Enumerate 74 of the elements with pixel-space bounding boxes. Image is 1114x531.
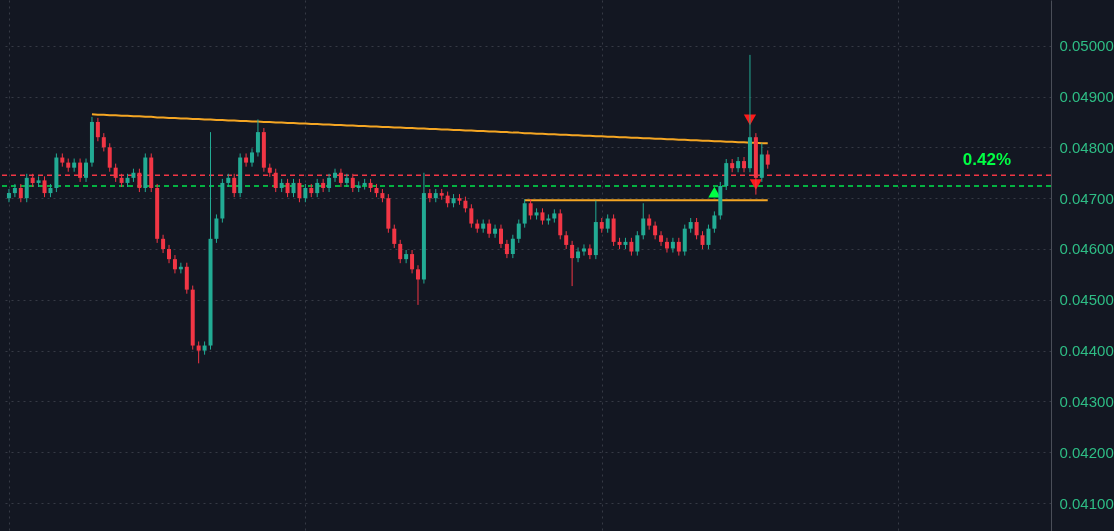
y-tick-label: 0.04300 xyxy=(1059,392,1114,410)
y-tick-label: 0.04100 xyxy=(1059,494,1114,512)
candlestick xyxy=(95,117,100,142)
candlestick xyxy=(611,213,616,247)
candlestick xyxy=(161,234,166,254)
candlestick xyxy=(635,230,640,257)
candlestick xyxy=(765,149,770,170)
candlestick xyxy=(291,178,296,198)
candlestick xyxy=(694,217,699,240)
candlestick xyxy=(516,219,521,244)
candlestick xyxy=(670,237,675,254)
candlestick xyxy=(706,224,711,250)
candlestick xyxy=(493,224,498,239)
candlestick xyxy=(255,118,260,158)
candlestick xyxy=(392,224,397,249)
candlestick xyxy=(297,178,302,203)
candlestick xyxy=(84,158,89,183)
candlestick xyxy=(724,158,729,191)
candlestick xyxy=(398,239,403,264)
candlestick xyxy=(742,156,747,173)
candlestick xyxy=(101,132,106,152)
candlestick xyxy=(570,240,575,287)
candlestick xyxy=(167,244,172,264)
candlestick xyxy=(641,202,646,240)
candlestick xyxy=(504,239,509,259)
candlestick xyxy=(415,264,420,306)
candlestick xyxy=(510,234,515,259)
candlestick xyxy=(404,249,409,264)
candlestick xyxy=(759,142,764,183)
candlestick xyxy=(659,230,664,247)
candlestick xyxy=(6,188,11,203)
candlestick xyxy=(487,219,492,239)
y-tick-label: 0.04500 xyxy=(1059,291,1114,309)
candlestick xyxy=(172,254,177,274)
candlestick xyxy=(321,178,326,193)
y-tick-label: 0.04600 xyxy=(1059,240,1114,258)
y-tick-label: 0.04900 xyxy=(1059,88,1114,106)
candlestick xyxy=(285,178,290,198)
candlestick xyxy=(498,224,503,249)
candlestick xyxy=(528,198,533,221)
candlestick xyxy=(712,210,717,234)
candlestick xyxy=(24,173,29,203)
y-tick-label: 0.04700 xyxy=(1059,189,1114,207)
candlestick xyxy=(303,183,308,203)
candlestick xyxy=(250,147,255,168)
candlestick xyxy=(333,168,337,183)
y-tick-label: 0.04800 xyxy=(1059,138,1114,156)
candlestick xyxy=(18,183,23,203)
candlestick xyxy=(682,224,687,257)
candlestick xyxy=(558,208,563,240)
y-tick-label: 0.04200 xyxy=(1059,443,1114,461)
text: 0.42% xyxy=(962,150,1011,170)
candlestick xyxy=(42,175,47,198)
y-tick-label: 0.05000 xyxy=(1059,37,1114,55)
candlestick xyxy=(410,249,415,274)
candlestick xyxy=(664,237,669,254)
candlestick xyxy=(107,142,112,173)
candlestick xyxy=(522,198,527,229)
candlestick xyxy=(605,213,610,234)
candlestick xyxy=(576,246,581,263)
candlestick xyxy=(736,156,741,173)
candlestick xyxy=(581,243,586,257)
candlestick xyxy=(344,173,349,188)
candlestick xyxy=(214,213,219,244)
candlestick xyxy=(244,152,249,168)
y-tick-label: 0.04400 xyxy=(1059,342,1114,360)
candlestick xyxy=(469,203,474,229)
candlestick xyxy=(184,262,189,295)
line-series xyxy=(90,113,769,145)
candlestick xyxy=(315,178,320,198)
candlestick xyxy=(327,173,332,193)
candlestick xyxy=(196,340,201,364)
candlestick xyxy=(587,243,592,260)
candlestick xyxy=(12,183,17,198)
